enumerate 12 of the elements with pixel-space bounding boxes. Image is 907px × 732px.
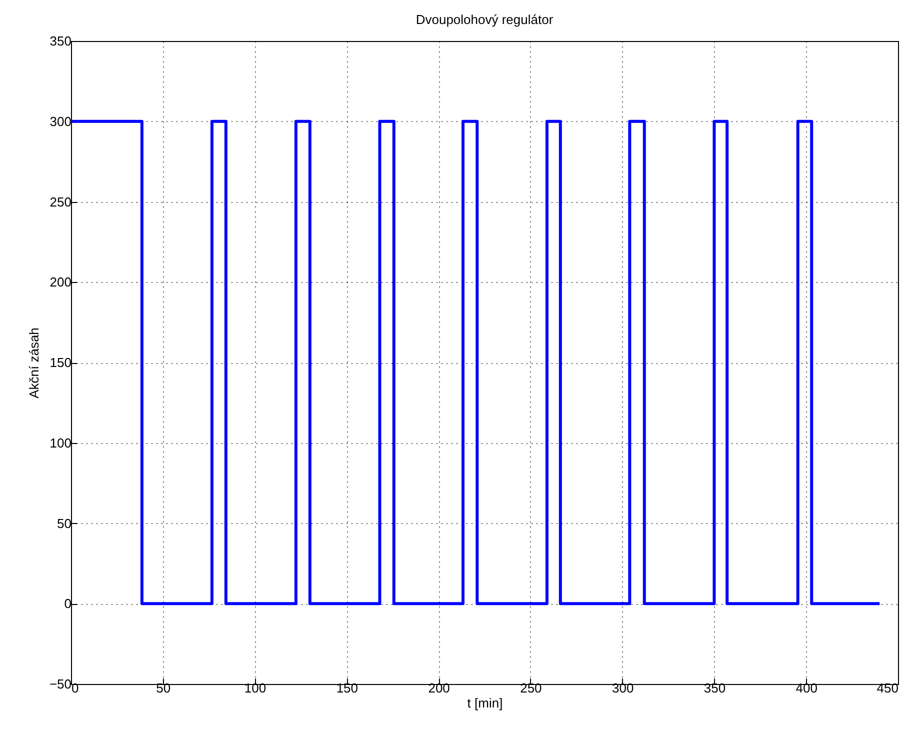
y-tick-label: 0 (64, 596, 72, 612)
y-tick-label: 100 (50, 435, 72, 450)
y-tick-label: 200 (50, 274, 72, 290)
y-axis-title: Akční zásah (26, 328, 42, 398)
y-tick-label: 50 (57, 516, 72, 531)
y-tick-label: 300 (50, 114, 72, 129)
y-tick-label: 250 (50, 194, 72, 210)
y-tick-label: 350 (50, 34, 72, 48)
y-tick-label: −50 (49, 676, 72, 692)
x-axis-title: t [min] (467, 696, 503, 710)
chart-title: Dvoupolohový regulátor (416, 12, 554, 27)
y-tick-label: 150 (50, 355, 72, 370)
